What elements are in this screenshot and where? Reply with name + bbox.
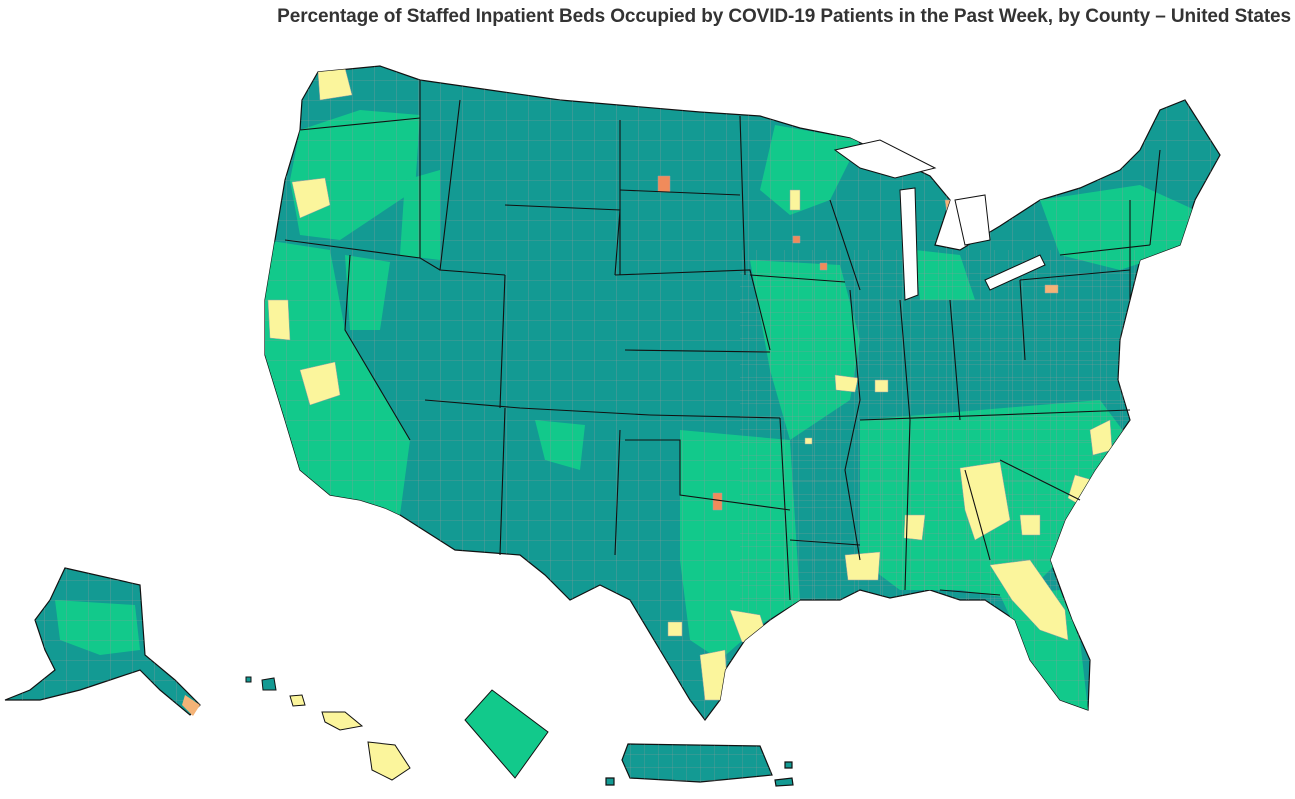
hawaii-island-niihau <box>245 676 252 683</box>
lake-erie <box>984 254 1046 291</box>
lake-michigan <box>899 187 919 301</box>
puerto-rico-island-vieques <box>774 777 794 787</box>
puerto-rico <box>605 743 794 787</box>
puerto-rico-county-grid <box>625 744 772 782</box>
puerto-rico-island-mona <box>605 777 615 786</box>
contiguous-us <box>264 65 1221 721</box>
puerto-rico-island-culebra <box>784 761 793 769</box>
hawaii-island-maui-group <box>321 711 364 731</box>
district-of-columbia <box>464 689 549 779</box>
alaska <box>4 567 201 716</box>
light-orange-county-pennsylvania <box>1044 284 1059 294</box>
lake-huron <box>954 194 991 246</box>
hawaii-island-oahu <box>289 694 306 707</box>
hawaii-island-big <box>367 741 411 781</box>
orange-county-iowa <box>819 262 828 271</box>
orange-county-north-dakota <box>657 175 671 193</box>
lake-superior <box>833 139 937 179</box>
county-grid-east <box>740 250 1140 610</box>
yellow-counties <box>267 67 1113 701</box>
orange-county-oklahoma <box>712 492 723 511</box>
alaska-orange-area <box>182 695 200 716</box>
alaska-county-grid <box>20 568 200 715</box>
map-title: Percentage of Staffed Inpatient Beds Occ… <box>277 6 1291 27</box>
county-fills <box>265 66 1220 720</box>
state-borders <box>284 80 1161 601</box>
great-lakes <box>833 139 1046 301</box>
hawaii <box>245 676 411 781</box>
orange-county-minnesota <box>792 235 801 244</box>
hawaii-island-kauai <box>261 677 277 691</box>
